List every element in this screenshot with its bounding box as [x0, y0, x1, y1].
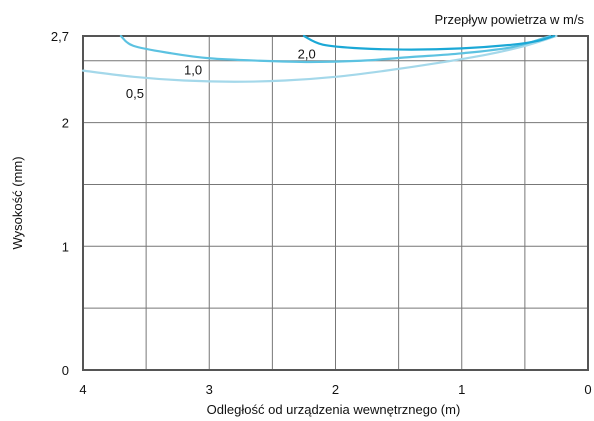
x-tick-label: 4 [79, 382, 86, 397]
series-label-0: 0,5 [126, 86, 144, 101]
series-label-2: 2,0 [298, 46, 316, 61]
x-tick-label: 0 [584, 382, 591, 397]
x-tick-label: 3 [206, 382, 213, 397]
grid [83, 36, 588, 370]
y-tick-label: 0 [62, 363, 69, 378]
series-label-1: 1,0 [184, 62, 202, 77]
x-axis-title: Odległość od urządzenia wewnętrznego (m) [207, 402, 461, 417]
y-tick-labels: 0 1 2 2,7 [51, 29, 69, 378]
series-line-0 [81, 34, 558, 83]
series-line-2 [302, 34, 556, 51]
legend-title: Przepływ powietrza w m/s [434, 12, 584, 27]
y-axis-title: Wysokość (mm) [10, 156, 25, 249]
series-layer: 0,5 1,0 2,0 [81, 34, 558, 101]
series-line-1 [119, 34, 552, 64]
y-tick-label: 1 [62, 239, 69, 254]
plot-frame [82, 35, 589, 371]
x-tick-label: 1 [458, 382, 465, 397]
y-tick-label: 2 [62, 116, 69, 131]
x-tick-labels: 4 3 2 1 0 [79, 382, 591, 397]
x-tick-label: 2 [332, 382, 339, 397]
y-tick-label: 2,7 [51, 29, 69, 44]
